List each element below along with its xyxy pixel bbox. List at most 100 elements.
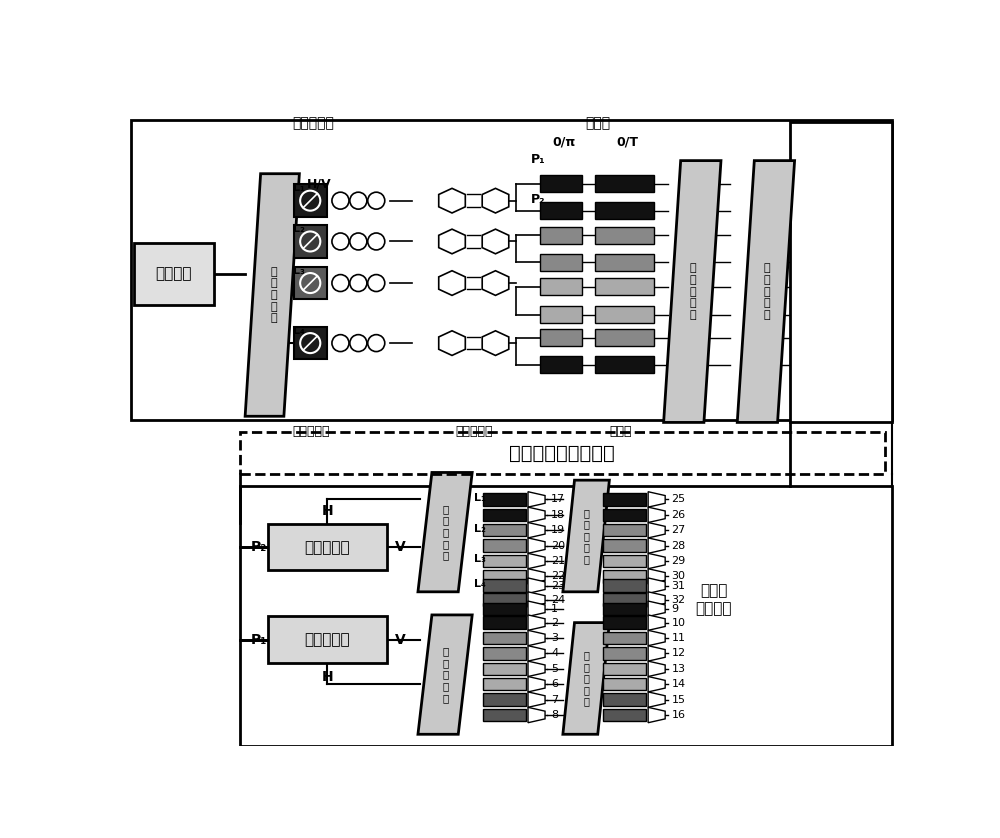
- Bar: [240, 432, 885, 474]
- Text: L₄: L₄: [293, 326, 305, 336]
- Polygon shape: [528, 601, 545, 617]
- Bar: [595, 175, 654, 192]
- Polygon shape: [648, 630, 665, 646]
- Bar: [294, 266, 327, 299]
- Bar: [540, 254, 582, 271]
- Circle shape: [368, 192, 385, 210]
- Text: 偏振分束器: 偏振分束器: [304, 540, 350, 555]
- Text: 32: 32: [671, 594, 686, 604]
- Bar: [483, 509, 526, 521]
- Circle shape: [350, 334, 367, 352]
- Bar: [483, 540, 526, 551]
- Circle shape: [332, 334, 349, 352]
- Bar: [790, 122, 892, 422]
- Circle shape: [350, 233, 367, 250]
- Bar: [134, 243, 214, 304]
- Bar: [603, 555, 646, 567]
- Polygon shape: [482, 271, 509, 295]
- Bar: [540, 306, 582, 323]
- Text: 7: 7: [551, 695, 558, 705]
- Bar: [595, 306, 654, 323]
- Polygon shape: [648, 592, 665, 608]
- Bar: [603, 632, 646, 644]
- Text: 6: 6: [551, 680, 558, 689]
- Bar: [603, 540, 646, 551]
- Polygon shape: [482, 189, 509, 213]
- Text: 1: 1: [551, 603, 558, 613]
- Bar: [268, 524, 387, 571]
- Text: 17: 17: [551, 494, 565, 504]
- Bar: [483, 632, 526, 644]
- Bar: [540, 356, 582, 373]
- Text: 0/π: 0/π: [553, 136, 576, 148]
- Bar: [603, 694, 646, 706]
- Polygon shape: [528, 592, 545, 608]
- Text: 3: 3: [551, 633, 558, 643]
- Polygon shape: [528, 569, 545, 584]
- Text: 波
分
复
用
器: 波 分 复 用 器: [583, 650, 589, 706]
- Text: L₄: L₄: [474, 579, 486, 589]
- Bar: [540, 278, 582, 295]
- Text: 22: 22: [551, 572, 566, 582]
- Text: 21: 21: [551, 556, 565, 566]
- Circle shape: [368, 233, 385, 250]
- Bar: [595, 202, 654, 220]
- Polygon shape: [439, 271, 465, 295]
- Text: 28: 28: [671, 541, 686, 551]
- Text: 24: 24: [551, 594, 566, 604]
- Bar: [595, 329, 654, 346]
- Text: 29: 29: [671, 556, 686, 566]
- Polygon shape: [648, 553, 665, 569]
- Text: 偏振分束器: 偏振分束器: [304, 632, 350, 647]
- Circle shape: [332, 233, 349, 250]
- Bar: [131, 120, 892, 420]
- Text: 多芯光纤或多纤光缆: 多芯光纤或多纤光缆: [509, 443, 615, 463]
- Polygon shape: [528, 507, 545, 523]
- Bar: [603, 603, 646, 615]
- Text: 波
分
复
用
器: 波 分 复 用 器: [443, 646, 449, 703]
- Polygon shape: [528, 676, 545, 692]
- Text: 13: 13: [671, 664, 685, 674]
- Bar: [483, 524, 526, 536]
- Polygon shape: [528, 692, 545, 707]
- Text: 5: 5: [551, 664, 558, 674]
- Text: 延迟线: 延迟线: [610, 425, 632, 438]
- Bar: [483, 647, 526, 660]
- Text: 波
分
复
用
器: 波 分 复 用 器: [443, 504, 449, 561]
- Circle shape: [368, 334, 385, 352]
- Text: 波
分
复
用
器: 波 分 复 用 器: [763, 263, 770, 320]
- Text: 波
分
复
用
器: 波 分 复 用 器: [690, 263, 696, 320]
- Polygon shape: [482, 229, 509, 254]
- Text: 等臂干涉仪: 等臂干涉仪: [455, 425, 492, 438]
- Bar: [540, 329, 582, 346]
- Circle shape: [332, 192, 349, 210]
- Bar: [294, 184, 327, 217]
- Bar: [294, 225, 327, 257]
- Polygon shape: [648, 646, 665, 661]
- Bar: [483, 663, 526, 675]
- Text: 10: 10: [671, 618, 685, 628]
- Text: 14: 14: [671, 680, 686, 689]
- Text: 18: 18: [551, 510, 565, 520]
- Polygon shape: [648, 676, 665, 692]
- Bar: [483, 694, 526, 706]
- Text: 波
分
复
用
器: 波 分 复 用 器: [583, 508, 589, 564]
- Polygon shape: [418, 615, 472, 734]
- Text: 宽谱光源: 宽谱光源: [156, 266, 192, 282]
- Text: 波
分
复
用
器: 波 分 复 用 器: [270, 266, 277, 323]
- Text: P₁: P₁: [531, 153, 545, 166]
- Polygon shape: [439, 331, 465, 355]
- Text: H: H: [321, 504, 333, 518]
- Text: V: V: [395, 633, 406, 647]
- Bar: [483, 617, 526, 628]
- Text: 23: 23: [551, 581, 565, 591]
- Polygon shape: [528, 523, 545, 538]
- Circle shape: [332, 275, 349, 292]
- Bar: [603, 709, 646, 722]
- Text: H: H: [321, 670, 333, 684]
- Text: L₂: L₂: [474, 524, 486, 534]
- Bar: [595, 254, 654, 271]
- Bar: [483, 494, 526, 505]
- Text: 11: 11: [671, 633, 685, 643]
- Text: 26: 26: [671, 510, 686, 520]
